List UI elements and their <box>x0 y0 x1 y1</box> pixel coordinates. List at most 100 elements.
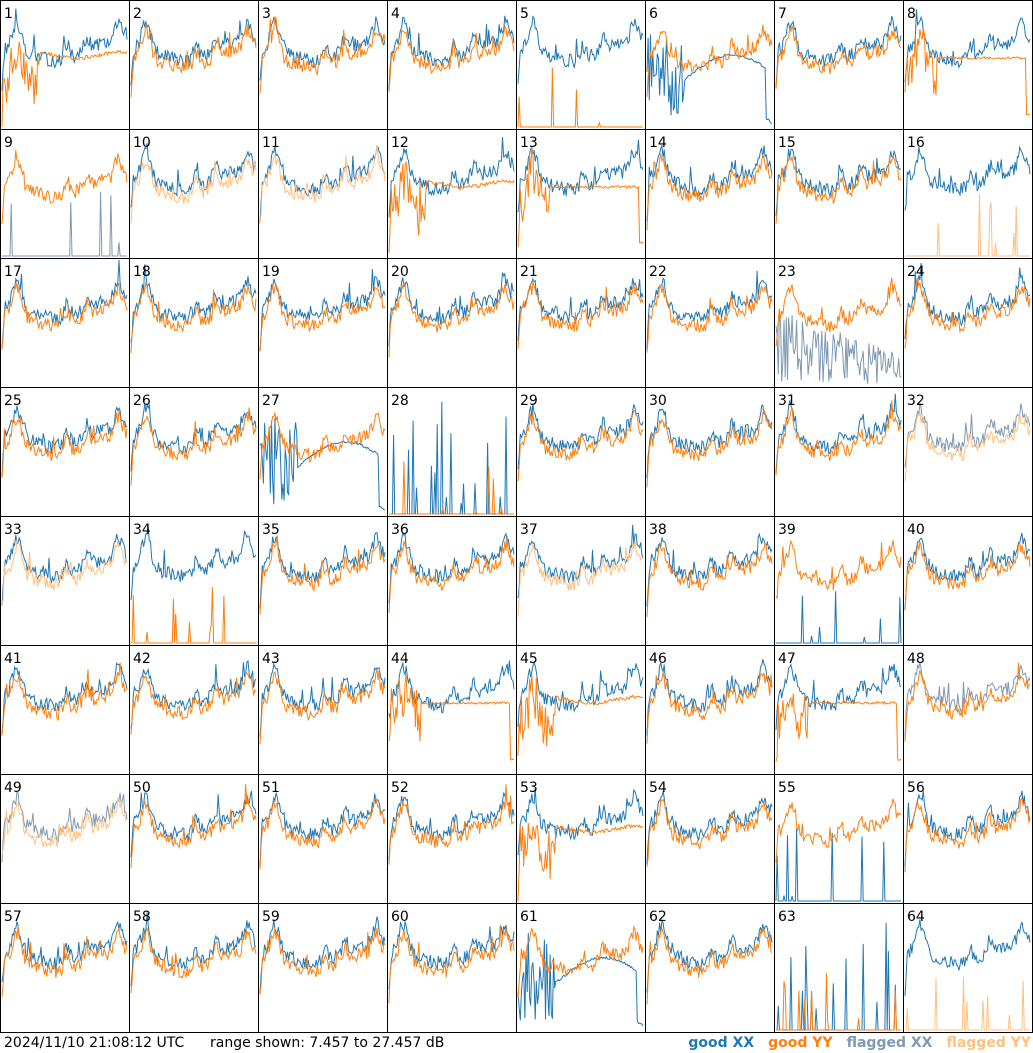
series-yy-good <box>904 797 1031 873</box>
panel-frame <box>129 0 259 130</box>
series-yy-good <box>1 410 128 478</box>
panel-24: 24 <box>903 258 1033 388</box>
panel-frame <box>903 0 1033 130</box>
panel-17: 17 <box>0 258 130 388</box>
series-yy-good <box>517 674 643 756</box>
panel-number: 40 <box>907 522 925 538</box>
series-xx-good <box>388 136 515 218</box>
panel-50: 50 <box>129 774 259 904</box>
panel-frame <box>645 387 775 517</box>
legend-flagged-xx: flagged XX <box>846 1035 933 1051</box>
panel-6: 6 <box>645 0 775 130</box>
panel-frame <box>645 774 775 904</box>
panel-number: 14 <box>649 135 667 151</box>
series-xx-good <box>1 259 128 349</box>
panel-frame <box>0 387 130 517</box>
series-yy-good <box>646 24 773 97</box>
panel-frame <box>516 258 646 388</box>
panel-42: 42 <box>129 645 259 775</box>
series-xx-good <box>1 8 128 91</box>
series-xx-good <box>130 912 257 986</box>
panel-51: 51 <box>258 774 388 904</box>
series-yy-flagged <box>130 157 257 224</box>
panel-38: 38 <box>645 516 775 646</box>
series-yy-good <box>517 924 644 999</box>
panel-number: 53 <box>520 780 538 796</box>
range-shown: range shown: 7.457 to 27.457 dB <box>210 1035 445 1051</box>
panel-number: 4 <box>391 6 400 22</box>
panel-60: 60 <box>387 903 517 1033</box>
series-yy-good <box>259 15 386 94</box>
series-xx-good <box>517 524 644 599</box>
series-yy-flagged <box>905 193 1030 257</box>
panel-number: 33 <box>4 522 22 538</box>
panel-26: 26 <box>129 387 259 517</box>
panel-number: 17 <box>4 264 22 280</box>
panel-frame <box>774 516 904 646</box>
panel-frame <box>645 258 775 388</box>
panel-number: 38 <box>649 522 667 538</box>
series-yy-good <box>259 535 386 615</box>
panel-number: 41 <box>4 651 22 667</box>
panel-1: 1 <box>0 0 130 130</box>
panel-57: 57 <box>0 903 130 1033</box>
panel-frame <box>645 516 775 646</box>
panel-20: 20 <box>387 258 517 388</box>
panel-number: 30 <box>649 393 667 409</box>
series-xx-flagged <box>775 312 902 384</box>
series-yy-flagged <box>259 145 386 225</box>
series-xx-good <box>904 262 1031 340</box>
series-yy-good <box>1 282 128 350</box>
panel-10: 10 <box>129 129 259 259</box>
panel-5: 5 <box>516 0 646 130</box>
series-xx-good <box>130 790 257 858</box>
panel-18: 18 <box>129 258 259 388</box>
panel-63: 63 <box>774 903 904 1033</box>
series-yy-flagged <box>905 976 1030 1031</box>
panel-number: 35 <box>262 522 280 538</box>
series-yy-good <box>1 150 128 225</box>
panel-21: 21 <box>516 258 646 388</box>
series-xx-good <box>388 660 515 719</box>
series-yy-good <box>904 27 1031 116</box>
panel-frame <box>774 129 904 259</box>
series-xx-good <box>646 144 773 221</box>
panel-31: 31 <box>774 387 904 517</box>
panel-30: 30 <box>645 387 775 517</box>
series-yy-good <box>388 924 515 1004</box>
series-yy-good <box>259 795 386 870</box>
panel-number: 32 <box>907 393 925 409</box>
series-xx-good <box>775 828 901 902</box>
panel-number: 27 <box>262 393 280 409</box>
panel-frame <box>129 774 259 904</box>
panel-number: 13 <box>520 135 538 151</box>
panel-frame <box>258 903 388 1033</box>
panel-frame <box>774 903 904 1033</box>
series-yy-good <box>389 461 514 515</box>
panel-number: 5 <box>520 6 529 22</box>
panel-frame <box>129 903 259 1033</box>
panel-3: 3 <box>258 0 388 130</box>
panel-number: 29 <box>520 393 538 409</box>
panel-frame <box>903 645 1033 775</box>
panel-frame <box>903 516 1033 646</box>
series-yy-good <box>646 153 773 231</box>
panel-40: 40 <box>903 516 1033 646</box>
panel-number: 16 <box>907 135 925 151</box>
panel-number: 45 <box>520 651 538 667</box>
legend: good XX good YY flagged XX flagged YY <box>688 1034 1031 1052</box>
series-xx-good <box>775 663 902 731</box>
series-yy-good <box>775 539 902 600</box>
panel-frame <box>0 774 130 904</box>
panel-frame <box>387 645 517 775</box>
panel-28: 28 <box>387 387 517 517</box>
series-yy-good <box>388 784 515 865</box>
panel-33: 33 <box>0 516 130 646</box>
series-yy-good <box>646 926 773 1005</box>
panel-frame <box>129 258 259 388</box>
panel-frame <box>645 903 775 1033</box>
panel-53: 53 <box>516 774 646 904</box>
series-yy-good <box>517 822 644 902</box>
panel-frame <box>258 258 388 388</box>
panel-49: 49 <box>0 774 130 904</box>
